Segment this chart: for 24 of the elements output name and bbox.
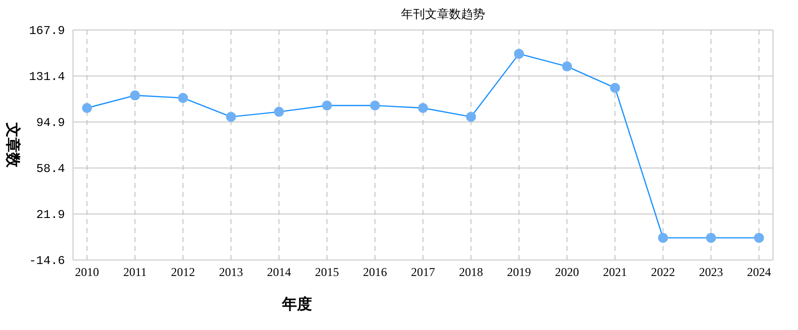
x-tick-label: 2016 bbox=[363, 265, 387, 279]
x-tick-label: 2013 bbox=[219, 265, 243, 279]
y-tick-label: -14.6 bbox=[28, 254, 65, 268]
x-tick-label: 2022 bbox=[651, 265, 675, 279]
x-tick-label: 2020 bbox=[555, 265, 579, 279]
x-tick-label: 2024 bbox=[747, 265, 771, 279]
x-tick-label: 2015 bbox=[315, 265, 339, 279]
x-tick-label: 2017 bbox=[411, 265, 435, 279]
x-tick-label: 2021 bbox=[603, 265, 627, 279]
x-tick-label: 2019 bbox=[507, 265, 531, 279]
x-tick-label: 2018 bbox=[459, 265, 483, 279]
y-tick-label: 167.9 bbox=[28, 24, 65, 38]
x-tick-label: 2012 bbox=[171, 265, 195, 279]
chart-title: 年刊文章数趋势 bbox=[401, 7, 485, 21]
y-axis-title: 文章数 bbox=[4, 122, 22, 168]
y-tick-label: 131.4 bbox=[28, 70, 65, 84]
x-axis-title: 年度 bbox=[281, 295, 312, 313]
y-tick-label: 21.9 bbox=[36, 208, 65, 222]
x-tick-label: 2010 bbox=[75, 265, 99, 279]
x-tick-label: 2011 bbox=[123, 265, 147, 279]
x-tick-label: 2014 bbox=[267, 265, 291, 279]
y-tick-label: 58.4 bbox=[36, 162, 65, 176]
y-tick-label: 94.9 bbox=[36, 116, 65, 130]
x-tick-label: 2023 bbox=[699, 265, 723, 279]
